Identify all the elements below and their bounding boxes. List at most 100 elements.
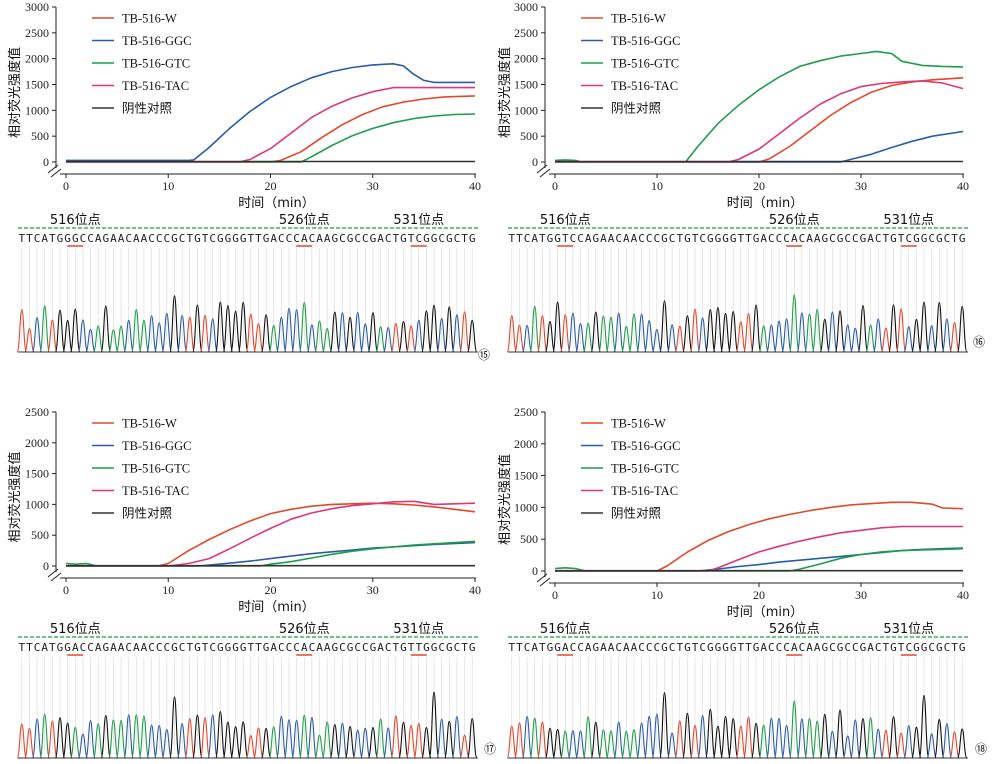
trace-peak [773,320,785,353]
panel-number: ⑱ [975,742,987,756]
legend-label: 阴性对照 [122,507,172,521]
trace-peak [598,729,609,759]
base-G: G [730,641,737,654]
base-C: C [339,232,346,245]
trace-peak [337,312,348,353]
trace-peak [153,322,165,353]
trace-peak [628,313,640,353]
trace-peak [811,720,823,759]
x-tick-label: 40 [469,179,481,193]
series-line-tac [555,525,963,572]
trace-peak [413,319,425,353]
base-C: C [454,641,461,654]
base-C: C [164,232,171,245]
trace-peak [352,311,363,353]
trace-peak [62,319,73,353]
trace-peak [131,714,142,759]
trace-peak [436,718,447,759]
y-tick-label: 3000 [25,0,49,14]
panel-4: 0 500 1000 1500 2000 2500 0 10 20 30 40 时间（min） 相对荧光… [497,405,987,759]
trace-peak [100,305,112,353]
base-G: G [400,232,407,245]
trace-peak [92,723,104,759]
trace-peak [804,313,815,353]
trace-peak [192,304,203,353]
base-C: C [905,641,912,654]
trace-peak [529,717,540,759]
trace-peak [651,329,663,353]
base-G: G [400,641,407,654]
base-C: C [156,232,163,245]
base-G: G [469,641,476,654]
base-A: A [791,232,798,245]
trace-peak [628,729,640,759]
trace-peak [514,324,525,353]
trace-peak [590,721,602,759]
base-A: A [531,641,538,654]
trace-peak [100,714,112,759]
trace-peak [176,314,188,353]
base-G: G [64,641,71,654]
trace-peak [405,724,417,759]
trace-peak [375,718,386,759]
y-tick-label: 2500 [25,26,49,40]
trace-peak [834,310,846,353]
base-C: C [293,232,300,245]
base-G: G [730,232,737,245]
base-C: C [438,232,445,245]
trace-peak [705,708,716,759]
trace-peak [108,329,119,353]
trace-peak [766,717,777,759]
trace-peak [697,317,708,353]
site-label: 531位点 [393,622,444,637]
trace-peak [941,318,953,353]
base-A: A [133,232,140,245]
y-tick-label: 2500 [514,26,538,40]
base-G: G [370,232,377,245]
trace-peak [62,722,73,759]
y-tick-label: 2500 [25,405,49,419]
base-A: A [141,641,148,654]
trace-peak [567,312,579,353]
trace-peak [895,732,907,759]
trace-peak [682,315,693,353]
legend-label: TB-516-TAC [611,484,678,498]
base-G: G [217,641,224,654]
trace-peak [413,722,425,759]
y-tick-label: 0 [43,155,49,169]
base-G: G [707,641,714,654]
axis-break-mark [47,164,59,174]
trace-peak [192,714,203,759]
trace-peak [674,720,686,759]
trace-peak [169,696,180,759]
base-G: G [64,232,71,245]
base-G: G [446,232,453,245]
trace-peak [537,721,548,759]
panel-2: 0 500 1000 1500 2000 2500 3000 0 10 20 30 40 时间（min）… [497,0,985,353]
trace-peak [268,325,279,353]
trace-peak [237,721,249,759]
trace-peak [788,700,800,759]
base-C: C [524,232,531,245]
trace-peak [903,326,915,353]
base-A: A [118,641,125,654]
base-C: C [148,232,155,245]
base-C: C [699,232,706,245]
base-C: C [80,641,87,654]
x-tick-label: 10 [162,179,174,193]
base-C: C [385,232,392,245]
legend-label: TB-516-TAC [122,484,189,498]
base-T: T [539,232,546,245]
base-A: A [301,641,308,654]
base-C: C [209,641,216,654]
base-A: A [133,641,140,654]
x-tick-label: 30 [855,588,867,602]
legend-label: TB-516-W [122,12,177,26]
base-C: C [415,232,422,245]
x-tick-label: 10 [651,588,663,602]
trace-peak [291,309,302,353]
base-G: G [171,232,178,245]
base-T: T [393,232,400,245]
trace-peak [796,312,808,353]
trace-peak [720,716,731,759]
